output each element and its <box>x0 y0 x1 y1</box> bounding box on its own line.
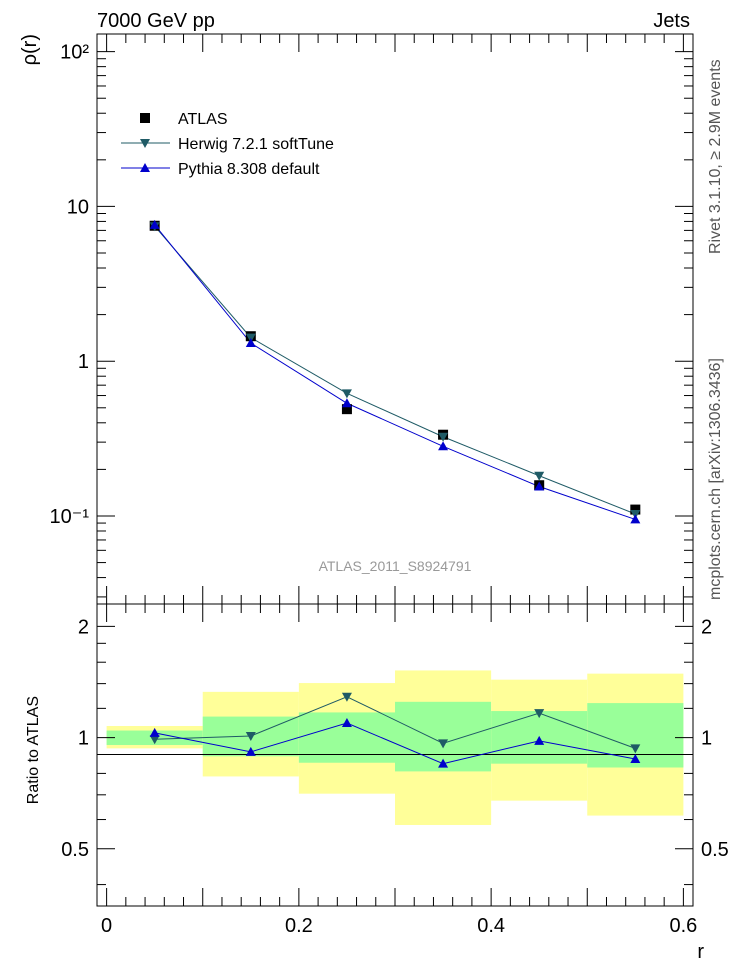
main-y-tick-label: 10⁻¹ <box>50 506 90 528</box>
ratio-y-tick-label-left: 0.5 <box>61 839 89 861</box>
header-left: 7000 GeV pp <box>97 10 215 32</box>
main-series-line-1 <box>154 225 636 515</box>
ratio-y-tick-label-right: 1 <box>701 728 712 750</box>
ratio-point-0 <box>245 732 256 742</box>
ratio-y-axis-label: Ratio to ATLAS <box>25 696 42 804</box>
ratio-frame <box>96 603 694 907</box>
main-point-0 <box>630 504 641 515</box>
legend-marker-2 <box>140 163 150 172</box>
ratio-point-0 <box>341 692 352 702</box>
main-point-1 <box>341 389 352 399</box>
legend: ATLAS Herwig 7.2.1 softTune Pythia 8.308 d… <box>121 111 334 178</box>
header-right: Jets <box>653 10 690 32</box>
ratio-panel: 0.5 0.5 1 1 2 2 0 0.2 0.4 0.6 Ratio to ATLAS r <box>25 603 729 963</box>
main-point-0 <box>341 404 352 415</box>
main-ticks: 10⁻¹ 1 10 10² <box>50 34 693 604</box>
ratio-series-line-1 <box>154 722 636 765</box>
ratio-point-1 <box>341 718 352 728</box>
legend-marker-1 <box>140 139 150 148</box>
main-point-2 <box>630 514 641 524</box>
mcplots-label: mcplots.cern.ch [arXiv:1306.3436] <box>707 358 724 600</box>
main-point-2 <box>534 481 545 491</box>
ratio-uncertainty-bands <box>106 670 684 825</box>
main-y-axis-label: ρ(r) <box>19 34 41 65</box>
main-point-1 <box>534 471 545 481</box>
main-y-tick-label: 10² <box>60 42 89 64</box>
x-axis-label: r <box>697 941 704 963</box>
ratio-point-1 <box>438 758 449 768</box>
legend-label-1: Herwig 7.2.1 softTune <box>178 136 334 153</box>
ratio-series-line-0 <box>154 696 636 749</box>
x-tick-label: 0.6 <box>669 915 697 937</box>
ratio-series <box>149 692 641 768</box>
ratio-ticks: 0.5 0.5 1 1 2 2 0 0.2 0.4 0.6 <box>61 604 729 937</box>
main-point-2 <box>149 219 160 229</box>
ratio-y-tick-label-right: 2 <box>701 616 712 638</box>
x-tick-label: 0.2 <box>285 915 313 937</box>
legend-marker-0 <box>140 113 150 123</box>
main-y-tick-label: 1 <box>78 351 89 373</box>
ratio-y-tick-label-right: 0.5 <box>701 839 729 861</box>
ratio-point-1 <box>245 746 256 756</box>
analysis-watermark: ATLAS_2011_S8924791 <box>319 558 472 574</box>
rivet-label: Rivet 3.1.10, ≥ 2.9M events <box>707 59 724 254</box>
x-tick-label: 0.4 <box>477 915 505 937</box>
main-panel: 10⁻¹ 1 10 10² ATLAS_2011_S8924791 ATLAS Herw… <box>19 33 694 605</box>
ratio-y-tick-label-left: 1 <box>78 728 89 750</box>
main-point-1 <box>438 432 449 442</box>
main-point-2 <box>341 398 352 408</box>
main-series <box>149 219 641 524</box>
main-point-2 <box>245 338 256 348</box>
legend-label-2: Pythia 8.308 default <box>178 161 320 178</box>
ratio-point-1 <box>630 754 641 764</box>
x-tick-label: 0 <box>101 915 112 937</box>
legend-label-0: ATLAS <box>178 111 228 128</box>
ratio-y-tick-label-left: 2 <box>78 616 89 638</box>
ratio-point-1 <box>534 735 545 745</box>
ratio-point-0 <box>149 735 160 745</box>
main-y-tick-label: 10 <box>67 196 89 218</box>
ratio-point-0 <box>438 739 449 749</box>
main-point-2 <box>438 441 449 451</box>
ratio-point-0 <box>534 709 545 719</box>
main-series-line-2 <box>154 224 636 520</box>
ratio-point-0 <box>630 744 641 754</box>
ratio-point-1 <box>149 727 160 737</box>
